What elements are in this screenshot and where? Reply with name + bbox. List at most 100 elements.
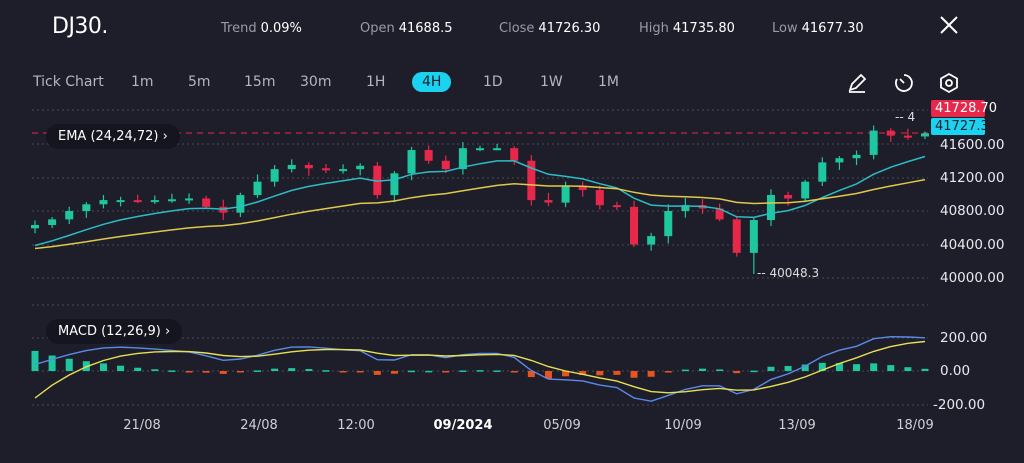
macd-histogram-bar [801,364,809,371]
candle-body [544,200,553,203]
macd-histogram-bar [544,371,552,379]
macd-histogram-bar [835,363,843,371]
candle-body [732,219,741,253]
stat-high: High 41735.80 [639,21,735,36]
macd-histogram-bar [510,371,518,373]
macd-histogram-bar [647,371,655,377]
candle-body [510,148,519,161]
stat-low: Low 41677.30 [772,21,864,36]
timeframe-4h[interactable]: 4H [412,72,452,92]
candle-body [527,160,536,201]
macd-histogram-bar [784,365,792,371]
x-tick: 18/09 [896,418,934,433]
macd-histogram-bar [887,365,895,371]
timeframe-1m-month[interactable]: 1M [598,74,619,90]
candle-body [647,236,656,245]
macd-tick: 0.00 [940,363,971,379]
macd-histogram-bar [117,365,125,371]
macd-histogram-bar [904,367,912,371]
candle-body [476,148,484,151]
macd-histogram-bar [356,371,364,373]
candle-body [390,173,399,196]
candle-body [784,195,793,199]
macd-histogram-bar [288,368,296,371]
candle-body [99,200,108,205]
candle-body [321,168,330,171]
macd-histogram-bar [373,371,381,375]
candle-body [304,164,313,169]
timeframe-1h[interactable]: 1H [366,74,386,90]
price-tick: 41600.00 [940,137,1005,153]
macd-histogram-bar [579,371,587,375]
macd-histogram-bar [493,370,501,372]
candle-body [766,195,775,221]
candle-body [407,150,416,174]
macd-histogram-bar [408,370,416,373]
candle-body [236,195,245,213]
pencil-icon[interactable] [846,72,868,94]
macd-histogram-bar [99,363,107,371]
timeframe-5m[interactable]: 5m [188,74,211,90]
candle-body [681,205,690,211]
candle-body [424,150,433,161]
candle-body [458,148,467,170]
macd-histogram-bar [750,370,758,373]
macd-histogram-bar [185,371,193,373]
macd-histogram-bar [733,371,741,374]
ema-indicator-button[interactable]: EMA (24,24,72) › [46,124,180,149]
candle-body [595,190,604,206]
ema-fast-line [34,155,926,247]
macd-histogram-bar [767,366,775,371]
macd-histogram-bar [664,371,672,373]
macd-histogram-bar [65,358,73,371]
macd-histogram-bar [921,368,929,371]
candle-body [818,162,827,182]
macd-histogram-bar [254,370,261,372]
macd-histogram-bar [613,371,621,375]
macd-signal-line [34,340,926,399]
macd-histogram-bar [853,364,861,371]
symbol-title: DJ30. [52,14,108,39]
candle-body [561,185,570,203]
candle-body [373,165,382,196]
candle-body [253,181,262,196]
x-tick-month: 09/2024 [433,418,493,433]
macd-histogram-bar [271,368,279,371]
candle-body [339,169,348,172]
macd-tick: -200.00 [933,397,986,413]
price-tick: 41200.00 [940,170,1005,186]
timeframe-30m[interactable]: 30m [300,74,332,90]
macd-histogram-bar [31,350,39,371]
macd-indicator-button[interactable]: MACD (12,26,9) › [46,319,183,344]
macd-histogram-bar [134,367,142,371]
timeframe-1d[interactable]: 1D [483,74,503,90]
x-tick: 12:00 [337,418,375,433]
candle-body [493,148,502,151]
macd-histogram-bar [476,370,484,372]
candle-body [150,200,159,203]
timeframe-1m[interactable]: 1m [131,74,154,90]
macd-histogram-bar [322,370,330,372]
candle-body [167,199,176,202]
timeframe-1w[interactable]: 1W [540,74,563,90]
close-icon[interactable] [938,14,960,36]
macd-histogram-bar [527,371,535,378]
macd-tick: 200.00 [940,330,988,346]
price-chart[interactable] [0,100,1024,440]
candle-body [664,211,673,237]
x-tick: 10/09 [664,418,702,433]
macd-histogram-bar [305,369,313,371]
ask-price-badge: 41727.30 [931,118,997,135]
x-tick: 24/08 [240,418,278,433]
high-marker: -- 4 [895,110,916,124]
ema-slow-line [34,178,926,250]
timeframe-15m[interactable]: 15m [244,74,276,90]
candle-body [133,200,142,203]
candle-body [65,211,74,220]
settings-icon[interactable] [938,72,960,94]
timeframe-tick-chart[interactable]: Tick Chart [33,74,104,90]
candle-body [835,158,844,163]
timer-icon[interactable] [893,72,915,94]
stat-open: Open 41688.5 [360,21,453,36]
x-tick: 05/09 [543,418,581,433]
